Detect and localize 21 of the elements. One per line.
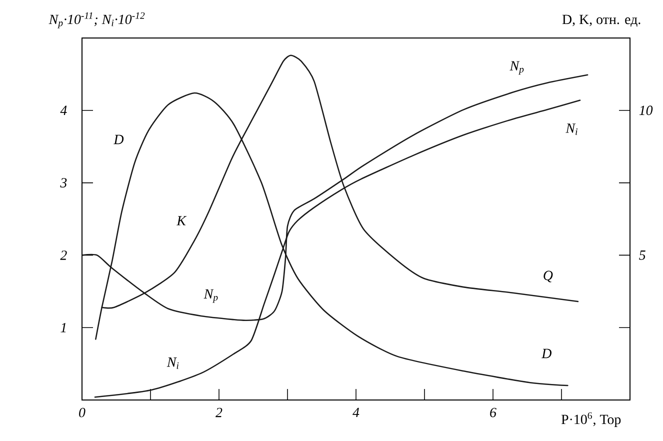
series-label: D [114, 134, 124, 144]
y-tick-label: 2 [60, 250, 67, 260]
annotation: N$_{p}$ [510, 61, 524, 75]
y2-tick-label: 10 [639, 106, 653, 116]
annotation: Q [544, 270, 553, 282]
x-tick-label: 6 [490, 408, 496, 418]
annotation: D [541, 348, 552, 358]
x-tick-label: 4 [352, 408, 360, 418]
y-tick-label: 4 [60, 106, 67, 115]
series-label: N$_{i}$ [166, 358, 179, 369]
y-tick-label: 1 [60, 322, 66, 332]
x-axis-title: P·10$^{6}$, Тор [561, 412, 621, 427]
x-tick-label: 2 [216, 408, 222, 418]
series-label: K [176, 216, 187, 226]
y2-axis-title: D, K, отн. ед. [562, 14, 640, 27]
y-tick-label: 3 [60, 178, 67, 188]
x-tick-label: 0 [79, 408, 86, 418]
series-label: N$_{p}$ [204, 289, 218, 303]
y2-tick-label: 5 [639, 250, 646, 260]
annotation: N$_{i}$ [566, 124, 578, 135]
y-axis-title: N$_{p}$·10$^{-11}$; N$_{i}$·10$^{-12}$ [48, 12, 145, 28]
